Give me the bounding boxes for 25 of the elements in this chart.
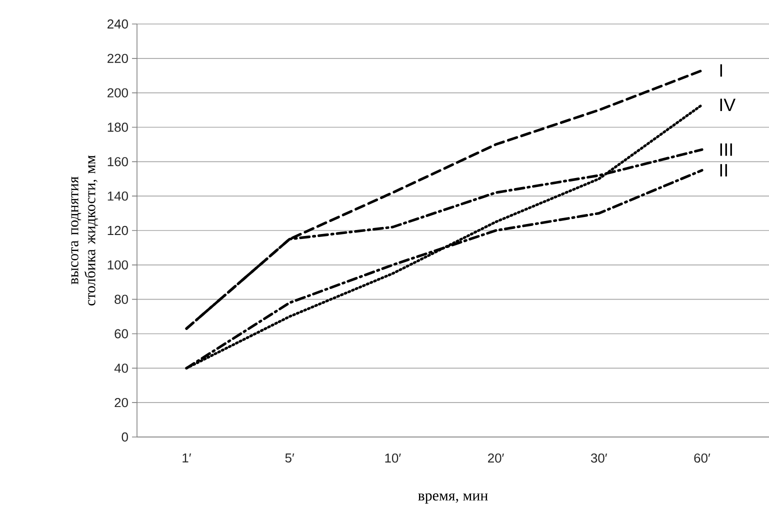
y-tick-label: 20 [114, 398, 128, 408]
series-label: I [720, 64, 722, 77]
y-tick-label: 140 [108, 191, 128, 201]
y-tick-label: 80 [114, 294, 128, 304]
y-tick-label: 160 [108, 157, 128, 166]
y-tick-label: 120 [108, 226, 128, 236]
y-tick-label: 60 [114, 329, 128, 338]
y-tick-label: 240 [108, 19, 128, 29]
x-tick-label: 1′ [182, 453, 192, 462]
y-tick-label: 220 [108, 54, 128, 63]
y-tick-label: 0 [122, 432, 128, 442]
y-tick-label: 180 [108, 122, 128, 132]
x-tick-label: 30′ [590, 453, 608, 463]
series-label: II [720, 164, 727, 176]
x-tick-label: 20′ [488, 453, 504, 463]
x-axis-title: время, мин [418, 493, 488, 504]
series-label: III [720, 143, 732, 156]
x-tick-label: 5′ [285, 453, 294, 463]
y-tick-label: 200 [108, 88, 128, 98]
y-tick-label: 40 [114, 364, 128, 373]
y-tick-label: 100 [108, 260, 128, 270]
y-axis-title: высота поднятия столбика жидкости, мм [71, 155, 98, 306]
series-label: IV [720, 98, 736, 112]
x-tick-label: 10′ [385, 453, 401, 463]
x-tick-label: 60′ [694, 453, 710, 463]
